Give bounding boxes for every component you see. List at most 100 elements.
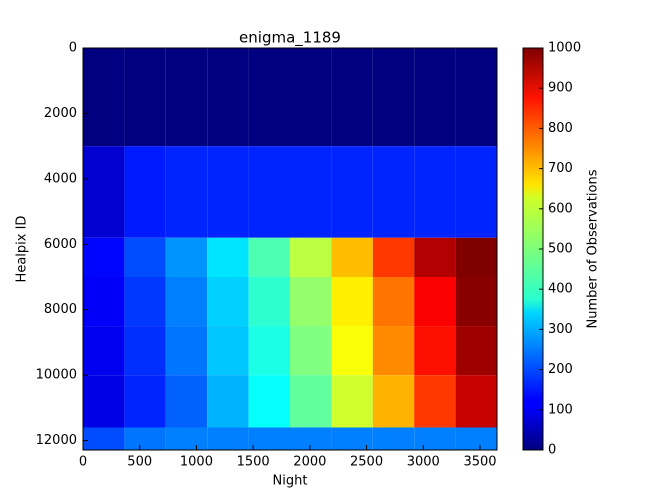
plot-frame — [82, 47, 498, 451]
heatmap-cell — [290, 427, 332, 450]
heatmap-cell — [124, 48, 166, 147]
heatmap-cell — [248, 375, 290, 428]
heatmap-cell — [165, 326, 208, 376]
heatmap-cell — [83, 427, 125, 450]
y-tick-label: 4000 — [44, 171, 77, 186]
heatmap-cell — [372, 48, 415, 147]
heatmap-cell — [83, 375, 125, 428]
heatmap-cell — [414, 375, 456, 428]
heatmap-cell — [331, 277, 373, 327]
heatmap-cell — [372, 237, 415, 278]
heatmap-cell — [83, 146, 125, 238]
colorbar-tick-label: 600 — [548, 201, 573, 216]
x-tick-label: 3000 — [407, 455, 440, 470]
x-tick-label: 2000 — [293, 455, 326, 470]
y-tick-label: 2000 — [44, 106, 77, 121]
colorbar-tick-label: 0 — [548, 443, 556, 458]
heatmap-cell — [83, 277, 125, 327]
heatmap-cell — [331, 326, 373, 376]
heatmap-cell — [331, 146, 373, 238]
heatmap-cell — [414, 237, 456, 278]
colorbar-tick-label: 100 — [548, 402, 573, 417]
heatmap-cell — [372, 427, 415, 450]
heatmap-cell — [83, 48, 125, 147]
colorbar-tick-label: 900 — [548, 81, 573, 96]
heatmap-cell — [165, 146, 208, 238]
heatmap-cell — [207, 146, 249, 238]
y-tick-label: 8000 — [44, 302, 77, 317]
heatmap-cell — [455, 277, 497, 327]
colorbar-tick-label: 800 — [548, 121, 573, 136]
x-tick-label: 500 — [127, 455, 152, 470]
heatmap-cell — [455, 146, 497, 238]
heatmap-cell — [124, 146, 166, 238]
colorbar-tick-label: 400 — [548, 282, 573, 297]
heatmap-cell — [290, 237, 332, 278]
heatmap-cell — [372, 326, 415, 376]
heatmap-cell — [207, 375, 249, 428]
heatmap-cell — [455, 375, 497, 428]
heatmap-cell — [290, 48, 332, 147]
heatmap-cell — [207, 326, 249, 376]
heatmap-cell — [455, 237, 497, 278]
heatmap-cell — [414, 326, 456, 376]
heatmap-cell — [372, 146, 415, 238]
heatmap-cell — [207, 277, 249, 327]
heatmap-cell — [165, 375, 208, 428]
heatmap-cell — [331, 48, 373, 147]
heatmap-cell — [414, 277, 456, 327]
heatmap-cell — [165, 48, 208, 147]
heatmap-cell — [207, 237, 249, 278]
heatmap-cell — [414, 427, 456, 450]
heatmap-cell — [331, 237, 373, 278]
y-tick-label: 10000 — [36, 368, 77, 383]
x-tick-label: 0 — [79, 455, 87, 470]
heatmap-cell — [455, 326, 497, 376]
heatmap-cell — [372, 375, 415, 428]
heatmap-cell — [207, 48, 249, 147]
heatmap-cell — [248, 48, 290, 147]
x-axis-label: Night — [273, 474, 308, 489]
heatmap-cell — [290, 375, 332, 428]
colorbar-label: Number of Observations — [586, 169, 601, 328]
heatmap-cell — [455, 48, 497, 147]
heatmap-cell — [83, 326, 125, 376]
heatmap-cell — [124, 427, 166, 450]
heatmap-cell — [290, 146, 332, 238]
heatmap-cell — [372, 277, 415, 327]
heatmap-cell — [331, 427, 373, 450]
heatmap-cell — [207, 427, 249, 450]
y-axis-label: Healpix ID — [15, 216, 30, 283]
heatmap-cell — [124, 375, 166, 428]
heatmap-cell — [414, 146, 456, 238]
x-tick-label: 1500 — [237, 455, 270, 470]
colorbar-tick-label: 1000 — [548, 41, 581, 56]
heatmap-cell — [248, 277, 290, 327]
heatmap-cell — [124, 237, 166, 278]
heatmap-cell — [248, 237, 290, 278]
x-tick-label: 3500 — [463, 455, 496, 470]
heatmap-cell — [124, 326, 166, 376]
colorbar-tick-label: 700 — [548, 161, 573, 176]
y-tick-label: 0 — [69, 41, 77, 56]
colorbar-tick-label: 200 — [548, 362, 573, 377]
x-tick-label: 1000 — [180, 455, 213, 470]
heatmap-cell — [165, 277, 208, 327]
x-tick-label: 2500 — [350, 455, 383, 470]
heatmap-cell — [248, 427, 290, 450]
heatmap-cell — [83, 237, 125, 278]
heatmap-cell — [165, 427, 208, 450]
heatmap-cell — [248, 146, 290, 238]
heatmap-cell — [414, 48, 456, 147]
heatmap-cell — [331, 375, 373, 428]
colorbar-tick-label: 300 — [548, 322, 573, 337]
heatmap-cell — [290, 277, 332, 327]
heatmap-cell — [290, 326, 332, 376]
heatmap-cell — [124, 277, 166, 327]
y-tick-label: 6000 — [44, 237, 77, 252]
heatmap-cell — [165, 237, 208, 278]
heatmap-cell — [248, 326, 290, 376]
chart-title: enigma_1189 — [239, 29, 341, 48]
colorbar-tick-label: 500 — [548, 242, 573, 257]
